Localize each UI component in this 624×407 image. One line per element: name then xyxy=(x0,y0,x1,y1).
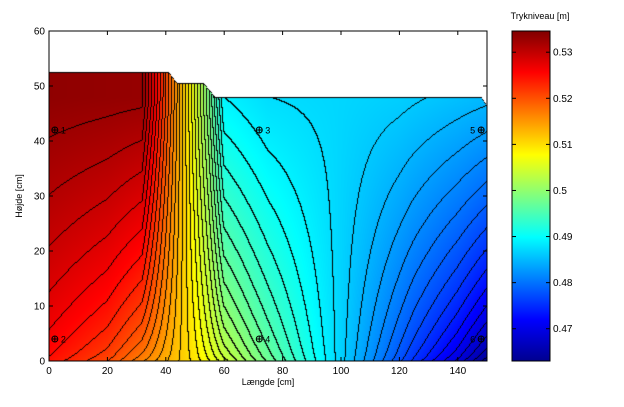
x-tick-label: 140 xyxy=(449,366,466,377)
y-tick-label: 20 xyxy=(34,247,46,258)
x-tick-label: 40 xyxy=(160,366,172,377)
x-tick-label: 0 xyxy=(46,366,52,377)
colorbar-title: Trykniveau [m] xyxy=(511,11,570,21)
y-tick-label: 50 xyxy=(34,82,46,93)
colorbar xyxy=(512,31,550,361)
x-tick-label: 100 xyxy=(333,366,350,377)
x-tick-label: 120 xyxy=(391,366,408,377)
sensor-label: 3 xyxy=(265,126,270,136)
y-tick-label: 60 xyxy=(34,27,46,38)
colorbar-tick-label: 0.5 xyxy=(553,186,567,197)
colorbar-tick-label: 0.48 xyxy=(553,278,573,289)
x-tick-label: 20 xyxy=(102,366,114,377)
x-tick-label: 60 xyxy=(219,366,231,377)
colorbar-tick-label: 0.51 xyxy=(553,140,573,151)
sensor-label: 5 xyxy=(470,126,475,136)
plot-frame xyxy=(48,30,488,362)
sensor-marker: 3 xyxy=(255,126,270,136)
y-tick-label: 0 xyxy=(39,357,45,368)
colorbar-tick-label: 0.49 xyxy=(553,232,573,243)
colorbar-frame xyxy=(511,30,551,362)
x-tick-label: 80 xyxy=(277,366,289,377)
y-tick-label: 30 xyxy=(34,192,46,203)
sensor-label: 2 xyxy=(61,335,66,345)
sensor-marker: 5 xyxy=(470,126,485,136)
sensor-marker: 1 xyxy=(51,126,66,136)
sensor-marker: 6 xyxy=(470,335,485,345)
y-tick-label: 40 xyxy=(34,137,46,148)
sensor-marker: 4 xyxy=(255,335,270,345)
y-tick-label: 10 xyxy=(34,302,46,313)
sensor-marker: 2 xyxy=(51,335,66,345)
colorbar-tick-label: 0.52 xyxy=(553,94,573,105)
colorbar-tick-label: 0.53 xyxy=(553,48,573,59)
sensor-label: 4 xyxy=(265,335,270,345)
sensor-label: 6 xyxy=(470,335,475,345)
y-axis-label: Højde [cm] xyxy=(14,174,24,218)
sensor-label: 1 xyxy=(61,126,66,136)
x-axis-label: Længde [cm] xyxy=(242,377,295,387)
colorbar-tick-label: 0.47 xyxy=(553,324,573,335)
pressure-contour-field xyxy=(49,31,487,361)
